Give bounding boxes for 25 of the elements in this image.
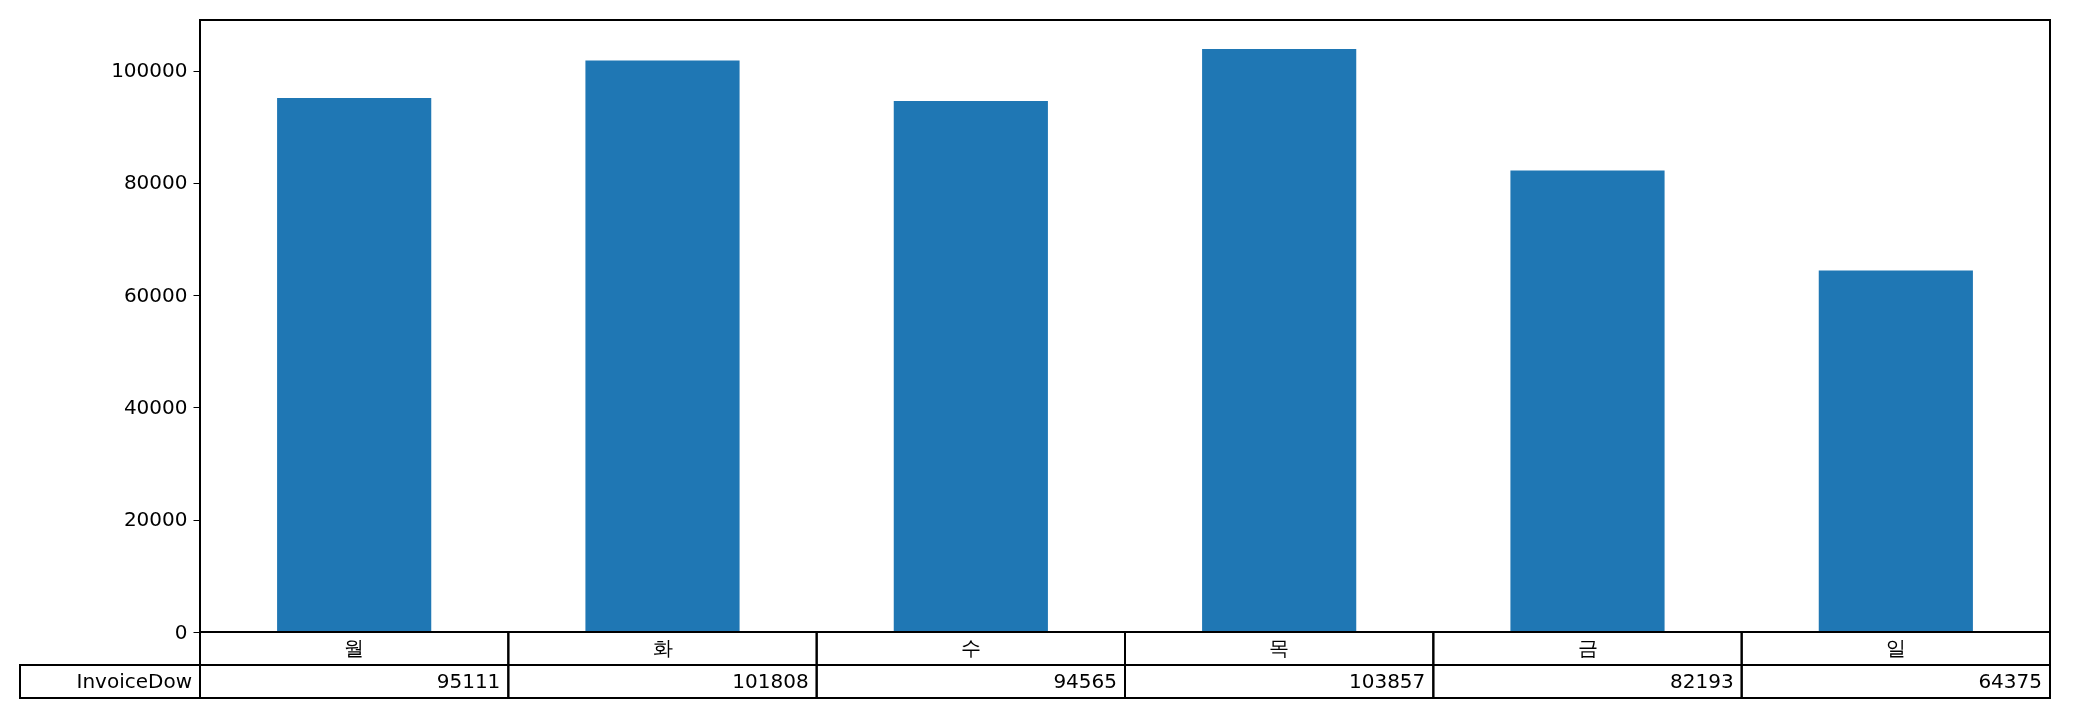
y-tick-label: 60000 (123, 282, 188, 307)
x-tick-label: 일 (1885, 635, 1906, 660)
bar (1818, 270, 1973, 632)
y-tick-label: 20000 (123, 507, 188, 532)
x-tick-label: 화 (652, 635, 673, 660)
x-tick-label: 월 (344, 635, 365, 660)
y-tick-label: 80000 (123, 170, 188, 195)
bar (893, 101, 1048, 632)
y-tick-label: 0 (174, 619, 188, 644)
data-label: 103857 (1348, 668, 1426, 693)
data-label: 101808 (732, 668, 809, 693)
x-tick-label: 목 (1269, 635, 1290, 660)
data-label: 64375 (1978, 668, 2042, 693)
data-label: 94565 (1053, 668, 1117, 693)
x-tick-label: 수 (960, 635, 981, 660)
text: InvoiceDow (76, 668, 192, 693)
bar (277, 97, 432, 632)
y-tick-label: 40000 (123, 394, 188, 419)
data-label: 82193 (1670, 668, 1734, 693)
x-tick-label: 금 (1577, 635, 1598, 660)
bar (1202, 48, 1357, 632)
y-tick-label: 100000 (111, 58, 188, 83)
bar (1510, 170, 1665, 632)
bar (585, 60, 740, 632)
data-label: 95111 (436, 668, 501, 693)
